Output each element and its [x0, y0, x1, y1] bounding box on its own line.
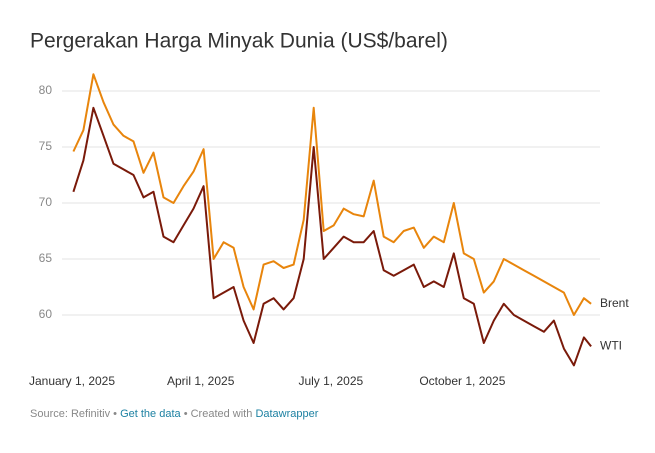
separator: • — [113, 408, 117, 420]
footer: Source: Refinitiv • Get the data • Creat… — [30, 408, 319, 420]
y-tick-label: 60 — [39, 307, 53, 321]
source: Source: Refinitiv — [30, 408, 111, 420]
series-label: WTI — [600, 339, 622, 353]
x-tick-label: April 1, 2025 — [167, 374, 235, 388]
y-tick-label: 65 — [39, 251, 53, 265]
series-label: Brent — [600, 296, 629, 310]
y-tick-label: 75 — [39, 139, 53, 153]
y-tick-label: 70 — [39, 195, 53, 209]
separator: • — [184, 408, 188, 420]
created-with: Created with — [191, 408, 253, 420]
x-tick-label: January 1, 2025 — [29, 374, 115, 388]
y-tick-label: 80 — [39, 83, 53, 97]
series-line — [72, 73, 592, 316]
get-data-link[interactable]: Get the data — [120, 408, 181, 420]
chart-title: Pergerakan Harga Minyak Dunia (US$/barel… — [30, 30, 448, 53]
tool-link[interactable]: Datawrapper — [255, 408, 318, 420]
x-tick-label: October 1, 2025 — [419, 374, 505, 388]
x-tick-label: July 1, 2025 — [298, 374, 363, 388]
series-line — [72, 106, 592, 367]
